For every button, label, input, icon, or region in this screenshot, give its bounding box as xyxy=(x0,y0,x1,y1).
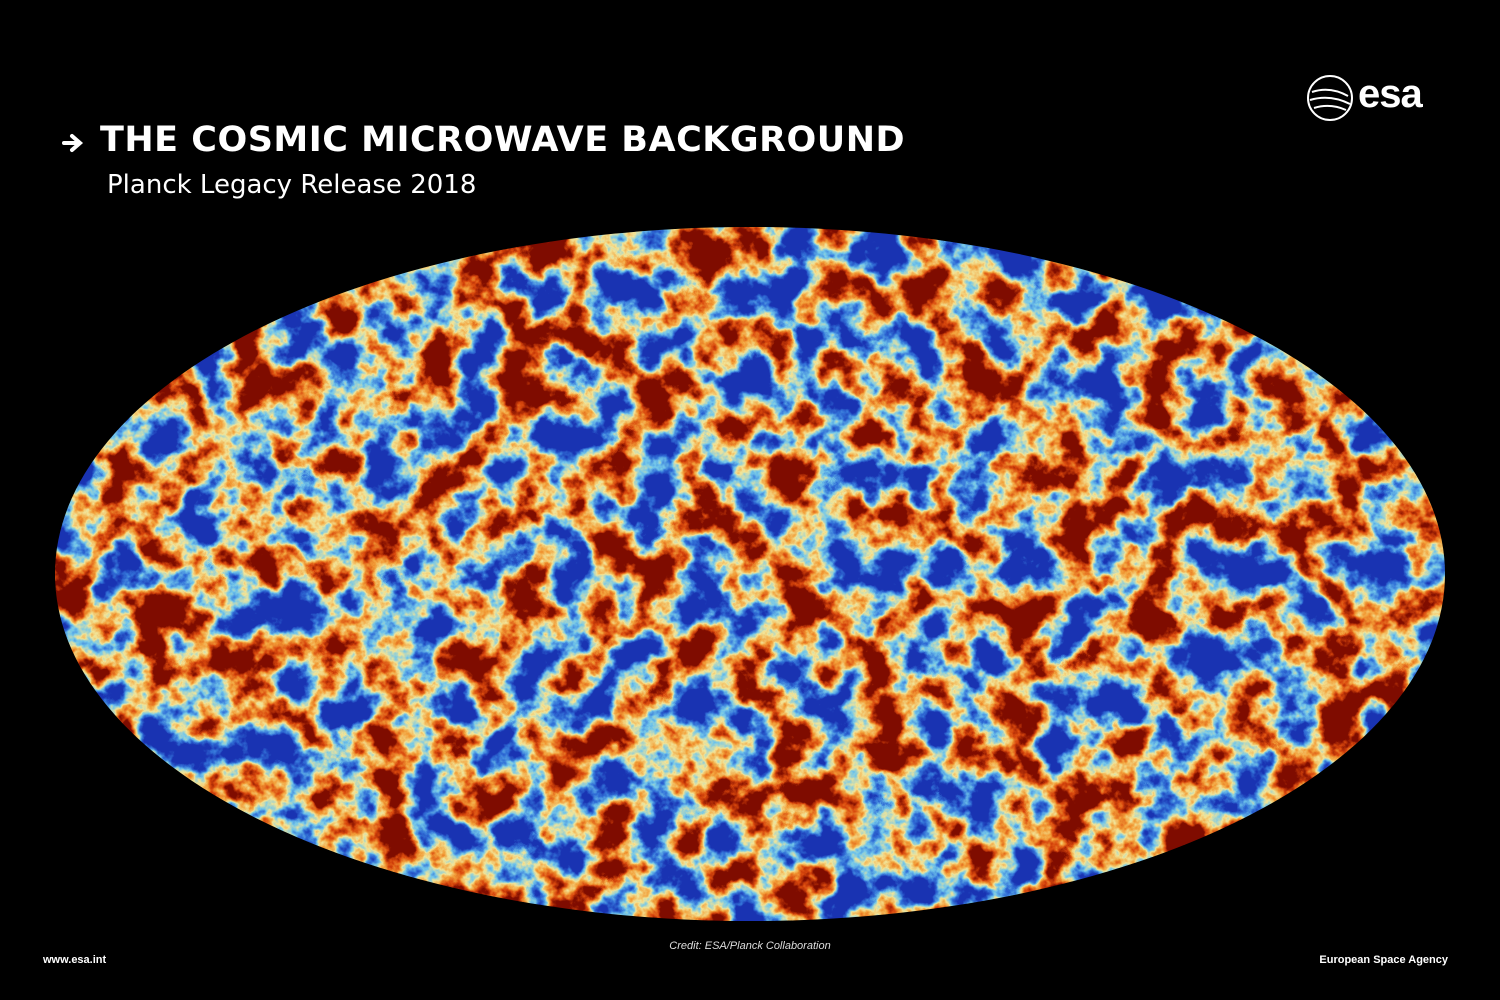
logo-text: esa xyxy=(1358,72,1423,116)
title-arrow xyxy=(62,134,84,152)
sky-map xyxy=(55,227,1445,921)
cmb-texture xyxy=(55,227,1445,921)
agency: European Space Agency xyxy=(1319,954,1448,966)
subtitle: Planck Legacy Release 2018 xyxy=(107,170,477,200)
website: www.esa.int xyxy=(43,954,107,966)
credit: Credit: ESA/Planck Collaboration xyxy=(669,940,831,952)
title: THE COSMIC MICROWAVE BACKGROUND xyxy=(100,120,906,160)
esa-emblem xyxy=(1307,75,1353,121)
